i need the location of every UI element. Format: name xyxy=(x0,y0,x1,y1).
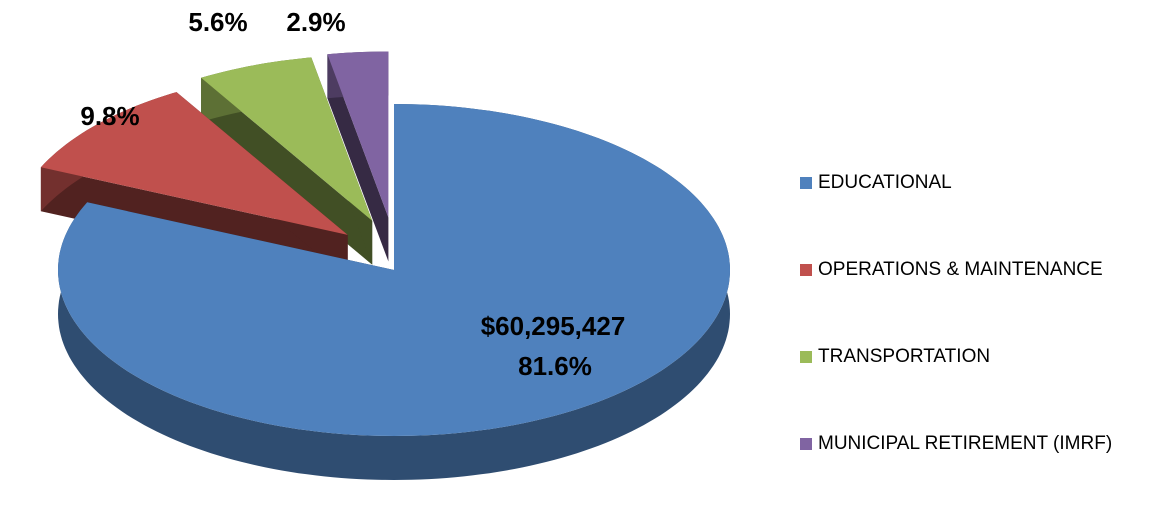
data-label: 5.6% xyxy=(188,7,247,37)
slice xyxy=(201,57,373,221)
slice xyxy=(327,51,389,218)
slice xyxy=(40,92,348,235)
data-label: 9.8% xyxy=(80,101,139,131)
legend-label: OPERATIONS & MAINTENANCE xyxy=(818,259,1103,280)
annotation: $60,295,427 xyxy=(481,311,626,341)
legend-label: TRANSPORTATION xyxy=(818,346,990,367)
legend-swatch xyxy=(800,351,812,363)
legend-label: MUNICIPAL RETIREMENT (IMRF) xyxy=(818,433,1112,454)
data-label: 2.9% xyxy=(286,7,345,37)
slice-side xyxy=(327,54,389,262)
slice-side xyxy=(201,77,373,265)
slice xyxy=(58,104,730,436)
legend-swatch xyxy=(800,177,812,189)
legend-label: EDUCATIONAL xyxy=(818,172,952,193)
data-label: 81.6% xyxy=(518,351,592,381)
legend-swatch xyxy=(800,438,812,450)
legend-swatch xyxy=(800,264,812,276)
